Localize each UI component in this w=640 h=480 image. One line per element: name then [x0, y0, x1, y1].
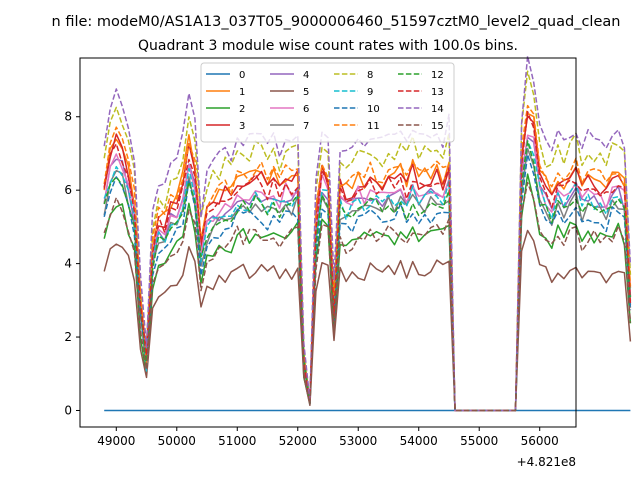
legend-label-2: 2 — [239, 104, 245, 115]
legend-label-1: 1 — [239, 87, 245, 98]
y-tick-label: 8 — [64, 110, 72, 124]
x-tick-label: 56000 — [521, 434, 559, 448]
series-line-4 — [103, 136, 632, 412]
legend-label-3: 3 — [239, 121, 245, 132]
legend-box — [200, 62, 455, 143]
x-tick-label: 52000 — [279, 434, 317, 448]
series-line-9 — [103, 140, 632, 412]
figure-suptitle: n file: modeM0/AS1A13_037T05_9000006460_… — [52, 14, 621, 30]
x-tick-label: 51000 — [218, 434, 256, 448]
x-tick-label: 49000 — [97, 434, 135, 448]
y-tick-label: 4 — [64, 257, 72, 271]
legend-label-14: 14 — [431, 104, 444, 115]
x-tick-label: 50000 — [158, 434, 196, 448]
series-line-15 — [103, 181, 632, 412]
y-tick-label: 0 — [64, 403, 72, 417]
series-line-5 — [103, 229, 632, 412]
y-axis: 0 2 4 6 8 — [64, 110, 80, 417]
x-tick-label: 54000 — [400, 434, 438, 448]
series-line-8 — [103, 70, 632, 412]
series-layer — [103, 55, 632, 412]
series-line-12 — [103, 140, 632, 412]
series-line-6 — [103, 134, 632, 412]
series-line-13 — [103, 111, 632, 412]
legend-label-15: 15 — [431, 121, 444, 132]
legend-label-4: 4 — [303, 70, 309, 81]
legend-label-7: 7 — [303, 121, 309, 132]
x-tick-label: 55000 — [460, 434, 498, 448]
y-tick-label: 6 — [64, 183, 72, 197]
series-line-14 — [103, 55, 632, 412]
legend-label-6: 6 — [303, 104, 309, 115]
chart-title: Quadrant 3 module wise count rates with … — [138, 38, 518, 54]
axes-frame — [79, 57, 577, 428]
legend-label-13: 13 — [431, 87, 444, 98]
x-offset-label: +4.821e8 — [517, 455, 576, 469]
legend-label-12: 12 — [431, 70, 444, 81]
x-tick-label: 53000 — [339, 434, 377, 448]
x-axis: 49000 50000 51000 52000 53000 54000 55000 56000 — [97, 427, 559, 448]
legend-label-11: 11 — [367, 121, 380, 132]
series-line-3 — [103, 115, 632, 412]
legend-label-9: 9 — [367, 87, 373, 98]
legend-label-10: 10 — [367, 104, 380, 115]
legend-label-8: 8 — [367, 70, 373, 81]
y-tick-label: 2 — [64, 330, 72, 344]
legend-label-0: 0 — [239, 70, 245, 81]
series-line-11 — [103, 104, 632, 412]
legend-label-5: 5 — [303, 87, 309, 98]
